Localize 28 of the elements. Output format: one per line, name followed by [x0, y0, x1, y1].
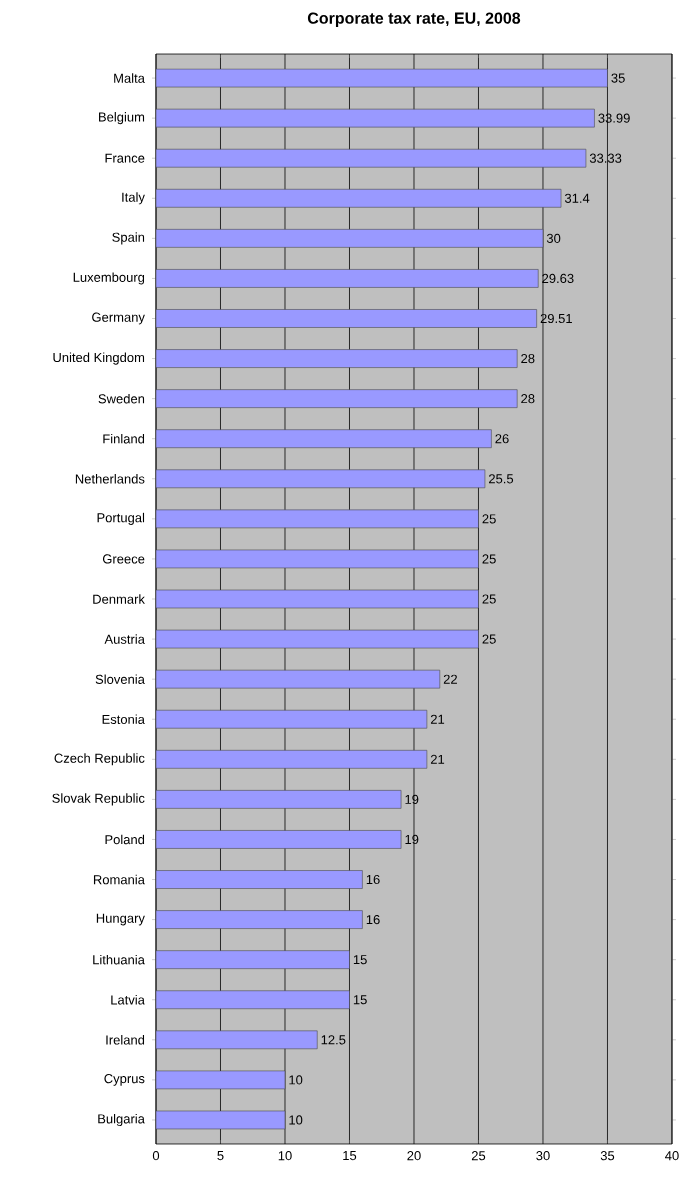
bar [156, 1110, 286, 1130]
bar [156, 549, 479, 569]
bar [156, 269, 539, 288]
bar [156, 469, 486, 489]
chart-title: Corporate tax rate, EU, 2008 [307, 12, 521, 27]
bar [156, 68, 608, 88]
bar [156, 950, 350, 969]
bar [156, 990, 350, 1010]
bar [156, 309, 537, 328]
bar [156, 349, 518, 368]
bar [156, 709, 428, 729]
bar [156, 509, 479, 529]
bar [156, 750, 428, 769]
bar [156, 429, 492, 449]
bar [156, 148, 587, 168]
bar [156, 108, 595, 128]
bar [156, 589, 479, 609]
bar [156, 1030, 318, 1050]
bar [156, 188, 562, 208]
bar [156, 629, 479, 649]
bar [156, 1070, 286, 1090]
bar [156, 669, 441, 689]
bar [156, 830, 402, 849]
bar [156, 790, 402, 809]
bar [156, 229, 544, 248]
bar [156, 910, 363, 929]
bar [156, 389, 518, 408]
bar [156, 870, 363, 889]
